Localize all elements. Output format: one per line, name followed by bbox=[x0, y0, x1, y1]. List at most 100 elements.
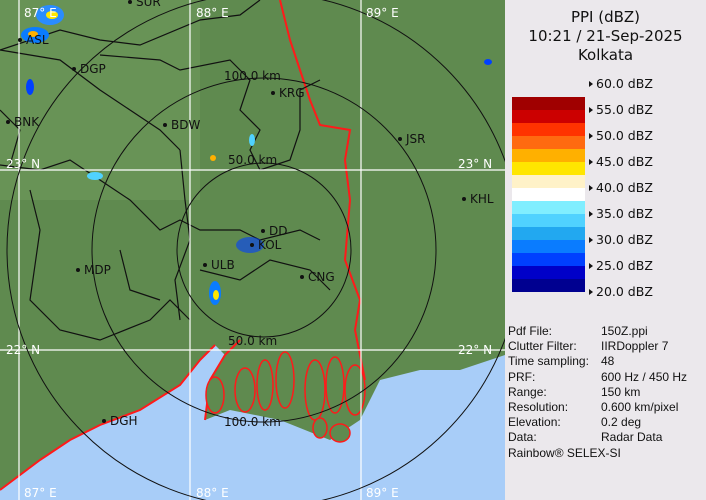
city-marker bbox=[203, 263, 207, 267]
info-row: Time sampling: 48 bbox=[508, 354, 614, 369]
info-row: Range: 150 km bbox=[508, 385, 640, 400]
ring-label-100-top: 100.0 km bbox=[224, 69, 281, 83]
product-title: PPI (dBZ) bbox=[570, 8, 641, 26]
info-value: 600 Hz / 450 Hz bbox=[601, 369, 688, 384]
info-value: 150 km bbox=[601, 384, 641, 399]
legend-band bbox=[512, 97, 585, 110]
info-value: 150Z.ppi bbox=[601, 324, 648, 338]
city-marker bbox=[128, 0, 132, 4]
city-marker bbox=[271, 91, 275, 95]
sea-east bbox=[375, 370, 505, 420]
city-label: DD bbox=[269, 224, 287, 238]
city-marker bbox=[300, 275, 304, 279]
info-value: 0.2 deg bbox=[601, 415, 642, 430]
info-row: Pdf File: 150Z.ppi bbox=[508, 324, 648, 339]
ring-label-50-top: 50.0 km bbox=[228, 153, 277, 167]
city-label: BNK bbox=[14, 115, 40, 129]
legend-label: 30.0 dBZ bbox=[589, 232, 653, 247]
info-key: Range: bbox=[508, 384, 547, 399]
city-label: DGH bbox=[110, 414, 138, 428]
city-label: MDP bbox=[84, 263, 111, 277]
info-row: Elevation: 0.2 deg bbox=[508, 415, 641, 430]
lon-label-89-top: 89° E bbox=[366, 6, 399, 20]
city-label: ULB bbox=[211, 258, 235, 272]
lon-label-88-top: 88° E bbox=[196, 6, 229, 20]
range-ring-50 bbox=[176, 162, 352, 338]
legend-band bbox=[512, 240, 585, 253]
legend-band bbox=[512, 162, 585, 175]
info-row: Data: Radar Data bbox=[508, 430, 662, 445]
lon-label-87-top: 87° E bbox=[24, 6, 57, 20]
city-marker bbox=[163, 123, 167, 127]
city-marker bbox=[462, 197, 466, 201]
lon-label-88-bottom: 88° E bbox=[196, 486, 229, 500]
info-key: Elevation: bbox=[508, 415, 561, 430]
lon-label-89-bottom: 89° E bbox=[366, 486, 399, 500]
city-label: CNG bbox=[308, 270, 335, 284]
product-datetime: 10:21 / 21-Sep-2025 bbox=[528, 27, 683, 45]
delta-islands bbox=[205, 351, 366, 443]
range-ring-150 bbox=[6, 0, 505, 500]
info-key: PRF: bbox=[508, 369, 536, 384]
legend-band bbox=[512, 136, 585, 149]
legend-label: 25.0 dBZ bbox=[589, 258, 653, 273]
legend-band bbox=[512, 175, 585, 188]
district-boundaries bbox=[0, 0, 331, 341]
legend-band bbox=[512, 123, 585, 136]
legend-band bbox=[512, 110, 585, 123]
range-rings bbox=[6, 0, 505, 500]
info-key: Clutter Filter: bbox=[508, 339, 577, 354]
city-label: BDW bbox=[171, 118, 200, 132]
legend-label: 50.0 dBZ bbox=[589, 128, 653, 143]
radar-map: 100.0 km 50.0 km 50.0 km 100.0 km 87° E … bbox=[0, 0, 505, 500]
legend-label: 45.0 dBZ bbox=[589, 154, 653, 169]
info-panel: PPI (dBZ) 10:21 / 21-Sep-2025 Kolkata 60… bbox=[505, 0, 706, 500]
info-row: PRF: 600 Hz / 450 Hz bbox=[508, 370, 687, 385]
city-label: DGP bbox=[80, 62, 106, 76]
city-marker bbox=[398, 137, 402, 141]
legend-band bbox=[512, 266, 585, 279]
ring-label-50-bottom: 50.0 km bbox=[228, 334, 277, 348]
legend-label: 55.0 dBZ bbox=[589, 102, 653, 117]
lat-label-22-right: 22° N bbox=[458, 343, 492, 357]
legend-band bbox=[512, 149, 585, 162]
lat-label-22-left: 22° N bbox=[6, 343, 40, 357]
city-marker bbox=[250, 243, 254, 247]
legend-band bbox=[512, 214, 585, 227]
city-label: KRG bbox=[279, 86, 305, 100]
info-key: Pdf File: bbox=[508, 324, 553, 338]
info-key: Resolution: bbox=[508, 400, 569, 414]
city-label: JSR bbox=[405, 132, 426, 146]
city-marker bbox=[261, 229, 265, 233]
info-key: Time sampling: bbox=[508, 354, 589, 369]
lat-label-23-right: 23° N bbox=[458, 157, 492, 171]
city-marker bbox=[6, 120, 10, 124]
lat-lon-grid bbox=[0, 0, 505, 500]
legend-band bbox=[512, 279, 585, 292]
sea bbox=[0, 345, 505, 500]
lat-label-23-left: 23° N bbox=[6, 157, 40, 171]
info-row: Resolution: 0.600 km/pixel bbox=[508, 400, 678, 415]
city-label: KHL bbox=[470, 192, 494, 206]
ring-label-100-bottom: 100.0 km bbox=[224, 415, 281, 429]
info-value: Radar Data bbox=[601, 430, 663, 445]
city-label: SUR bbox=[136, 0, 161, 9]
station-name: Kolkata bbox=[577, 46, 634, 64]
credit: Rainbow® SELEX-SI bbox=[508, 446, 621, 460]
info-key: Data: bbox=[508, 430, 537, 445]
info-value: IIRDoppler 7 bbox=[601, 339, 669, 354]
info-value: 0.600 km/pixel bbox=[601, 400, 679, 414]
lon-label-87-bottom: 87° E bbox=[24, 486, 57, 500]
city-label: ASL bbox=[26, 33, 49, 47]
city-marker bbox=[102, 419, 106, 423]
legend-band bbox=[512, 201, 585, 214]
city-marker bbox=[76, 268, 80, 272]
legend-band bbox=[512, 188, 585, 201]
legend-label: 40.0 dBZ bbox=[589, 180, 653, 195]
city-marker bbox=[18, 38, 22, 42]
city-label: KOL bbox=[258, 238, 282, 252]
info-row: Clutter Filter: IIRDoppler 7 bbox=[508, 339, 668, 354]
info-value: 48 bbox=[601, 354, 615, 369]
city-marker bbox=[72, 67, 76, 71]
